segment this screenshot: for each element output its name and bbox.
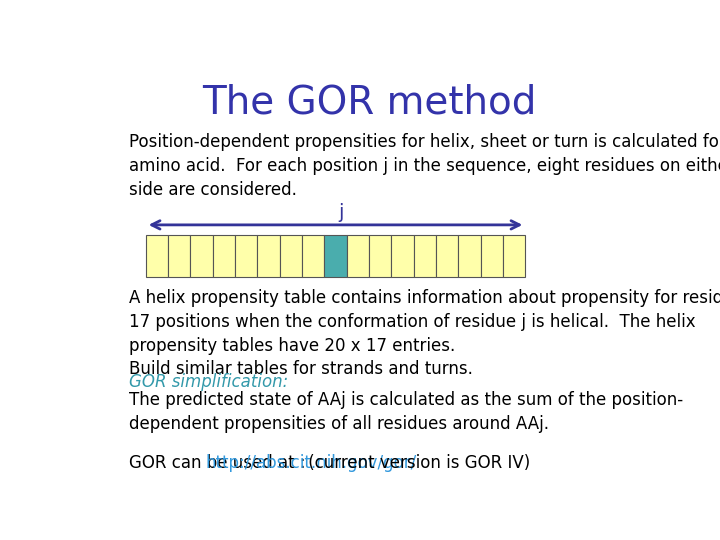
Bar	[324, 235, 347, 277]
Bar	[459, 235, 481, 277]
Text: j: j	[338, 202, 344, 221]
Text: GOR simplification:: GOR simplification:	[129, 373, 288, 392]
Text: GOR can be used at :: GOR can be used at :	[129, 454, 311, 471]
Text: A helix propensity table contains information about propensity for residues at
1: A helix propensity table contains inform…	[129, 289, 720, 378]
Bar	[279, 235, 302, 277]
Bar	[190, 235, 213, 277]
Text: The GOR method: The GOR method	[202, 84, 536, 122]
Bar	[347, 235, 369, 277]
Text: http://abs.cit.nih.gov/gor/: http://abs.cit.nih.gov/gor/	[205, 454, 416, 471]
Bar	[413, 235, 436, 277]
Text: (current version is GOR IV): (current version is GOR IV)	[303, 454, 531, 471]
Bar	[168, 235, 190, 277]
Bar	[369, 235, 392, 277]
Bar	[503, 235, 526, 277]
Text: The predicted state of AAj is calculated as the sum of the position-
dependent p: The predicted state of AAj is calculated…	[129, 391, 683, 433]
Bar	[302, 235, 324, 277]
Bar	[145, 235, 168, 277]
Text: Position-dependent propensities for helix, sheet or turn is calculated for each
: Position-dependent propensities for heli…	[129, 133, 720, 199]
Bar	[213, 235, 235, 277]
Bar	[436, 235, 458, 277]
Bar	[392, 235, 413, 277]
Bar	[481, 235, 503, 277]
Bar	[258, 235, 280, 277]
Bar	[235, 235, 258, 277]
